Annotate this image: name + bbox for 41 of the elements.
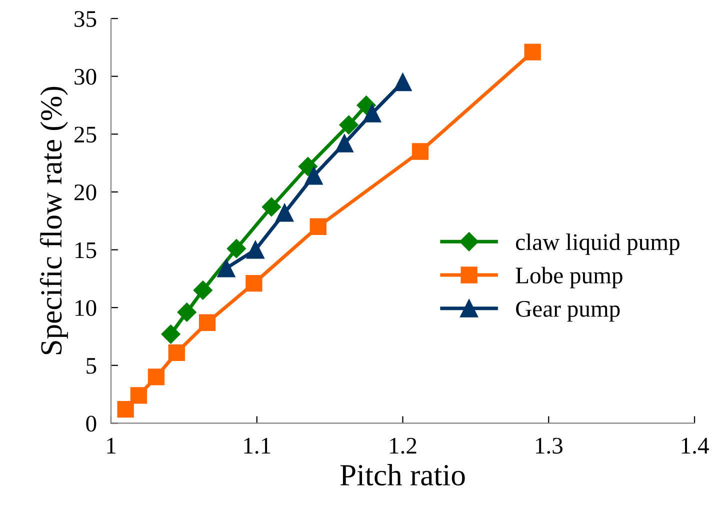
- point: [217, 259, 236, 278]
- x-tick-label: 1.3: [536, 438, 562, 454]
- x-tick-label: 1.1: [244, 438, 270, 454]
- point: [246, 240, 264, 259]
- y-tick-label: 25: [74, 126, 96, 143]
- point: [198, 314, 216, 331]
- point: [246, 274, 262, 292]
- x-tick-label: 1.2: [390, 438, 416, 454]
- point: [193, 280, 212, 300]
- point: [335, 134, 354, 152]
- legend-label: claw liquid pump: [516, 234, 680, 255]
- point: [276, 204, 294, 222]
- point: [130, 387, 148, 404]
- point: [161, 324, 180, 344]
- point: [177, 302, 196, 322]
- point: [148, 368, 165, 386]
- point: [117, 400, 134, 418]
- y-tick-label: 20: [74, 184, 96, 200]
- point: [226, 239, 246, 258]
- y-axis-title: Specific flow rate (%): [40, 86, 68, 354]
- x-axis-title: Pitch ratio: [340, 464, 465, 486]
- y-tick-label: 30: [74, 68, 96, 85]
- y-tick-label: 15: [76, 242, 96, 258]
- point: [262, 197, 281, 217]
- point: [394, 73, 412, 92]
- x-tick-label: 1: [107, 438, 116, 454]
- point: [168, 344, 185, 362]
- y-tick-label: 10: [76, 300, 96, 316]
- point: [304, 166, 323, 185]
- point: [339, 115, 358, 134]
- y-tick-label: 0: [86, 416, 96, 432]
- legend-label: Lobe pump: [516, 266, 622, 288]
- point: [298, 156, 318, 176]
- y-tick-label: 5: [86, 358, 96, 374]
- point: [412, 143, 429, 160]
- point: [363, 104, 382, 122]
- x-tick-label: 1.4: [682, 438, 709, 454]
- point: [310, 218, 326, 235]
- point: [524, 44, 541, 60]
- legend-label: Gear pump: [516, 300, 620, 322]
- y-tick-label: 35: [74, 11, 96, 27]
